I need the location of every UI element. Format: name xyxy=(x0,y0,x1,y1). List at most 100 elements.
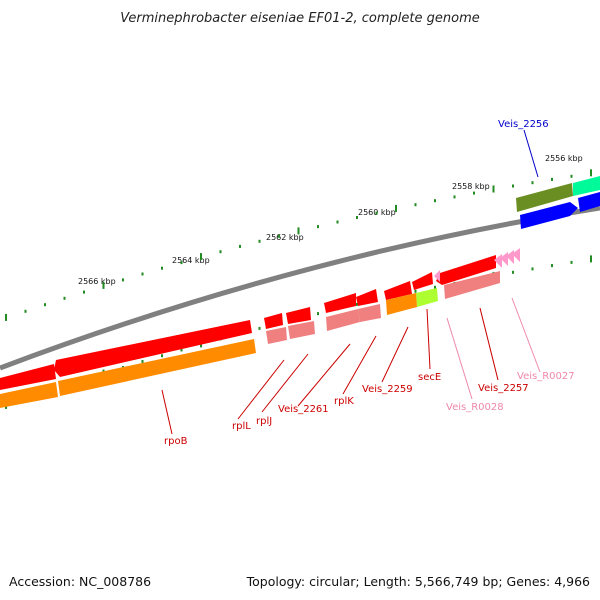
outer-tick-19 xyxy=(375,211,378,215)
map-title: Verminephrobacter eiseniae EF01-2, compl… xyxy=(120,11,479,26)
feature-blue-arrow[interactable] xyxy=(520,202,578,229)
rna-arrow-5[interactable] xyxy=(434,270,440,282)
outer-tick-29 xyxy=(570,174,573,178)
feature-rpll-cds[interactable] xyxy=(264,313,283,329)
feature-veis-2256-olive[interactable] xyxy=(516,183,573,212)
feature-sece-lower[interactable] xyxy=(416,288,438,307)
leader-rplj xyxy=(261,353,309,413)
genome-backbone xyxy=(0,205,600,371)
outer-tick-13 xyxy=(258,239,261,243)
outer-tick-25 xyxy=(492,185,495,193)
label-sece: secE xyxy=(418,372,441,383)
outer-tick-27 xyxy=(531,181,534,185)
feature-veis-2261-lower[interactable] xyxy=(326,309,360,331)
feature-veis-2257[interactable] xyxy=(436,255,496,285)
leader-veis-2256 xyxy=(523,129,539,178)
inner-tick-13 xyxy=(258,326,261,330)
feature-seceh[interactable] xyxy=(412,272,433,290)
outer-tick-11 xyxy=(219,250,222,254)
tick-label-2556: 2556 kbp xyxy=(545,154,583,163)
label-rplk: rplK xyxy=(334,396,354,407)
leader-veis-2259 xyxy=(381,326,409,383)
rna-arrow-2[interactable] xyxy=(506,250,514,264)
feature-rplk-lower[interactable] xyxy=(358,304,381,322)
inner-tick-9 xyxy=(180,348,183,352)
feature-rplj-lower[interactable] xyxy=(288,321,315,339)
label-veis-2257: Veis_2257 xyxy=(478,383,529,394)
outer-tick-23 xyxy=(453,195,456,199)
label-rpll: rplL xyxy=(232,421,251,432)
leader-rpob xyxy=(161,389,173,435)
feature-rpoc-cds[interactable] xyxy=(0,364,56,390)
label-veis-2259: Veis_2259 xyxy=(362,384,413,395)
outer-tick-12 xyxy=(239,244,241,248)
inner-tick-29 xyxy=(570,260,573,264)
feature-rpll-lower[interactable] xyxy=(266,327,287,344)
label-veis-r0028: Veis_R0028 xyxy=(446,402,504,413)
label-rplj: rplJ xyxy=(256,416,272,427)
leader-veis-r0028 xyxy=(446,317,473,400)
feature-rpob-cds[interactable] xyxy=(54,320,252,377)
tick-label-2562: 2562 kbp xyxy=(266,233,304,242)
feature-rplj-cds[interactable] xyxy=(286,307,311,324)
inner-tick-7 xyxy=(141,360,144,363)
feature-teal[interactable] xyxy=(573,176,600,196)
inner-tick-22 xyxy=(434,285,436,289)
outer-tick-0 xyxy=(5,313,7,321)
outer-tick-21 xyxy=(414,203,417,207)
feature-veis-2257-lower[interactable] xyxy=(444,271,500,299)
outer-tick-2 xyxy=(44,303,46,307)
topology-summary: Topology: circular; Length: 5,566,749 bp… xyxy=(246,574,590,589)
outer-tick-24 xyxy=(473,191,475,195)
leader-rpll xyxy=(237,359,285,420)
feature-rpob-lower[interactable] xyxy=(58,339,256,396)
inner-tick-8 xyxy=(161,354,163,358)
outer-tick-9 xyxy=(180,261,183,265)
outer-tick-10 xyxy=(200,253,202,261)
outer-tick-6 xyxy=(122,278,124,282)
outer-tick-14 xyxy=(278,234,280,238)
leader-sece xyxy=(426,308,431,370)
tick-label-2564: 2564 kbp xyxy=(172,256,210,265)
label-veis-2261: Veis_2261 xyxy=(278,404,329,415)
leader-veis-2257 xyxy=(479,307,499,381)
rna-arrow-1[interactable] xyxy=(512,248,520,262)
inner-tick-27 xyxy=(531,267,534,271)
feature-rpoc-lower[interactable] xyxy=(0,382,58,408)
outer-tick-15 xyxy=(297,227,300,235)
outer-tick-track xyxy=(5,169,592,321)
leader-veis-r0027 xyxy=(511,297,541,373)
feature-veis-2259-lower[interactable] xyxy=(386,293,417,315)
tick-label-2566: 2566 kbp xyxy=(78,277,116,286)
leader-rplk xyxy=(342,335,377,395)
outer-tick-28 xyxy=(551,177,553,181)
outer-tick-18 xyxy=(356,216,358,219)
accession-text: Accession: NC_008786 xyxy=(9,574,151,589)
inner-tick-30 xyxy=(590,255,592,263)
outer-tick-7 xyxy=(141,272,144,276)
outer-tick-17 xyxy=(336,220,339,224)
inner-tick-26 xyxy=(512,270,514,274)
leader-veis-2261 xyxy=(297,343,351,407)
outer-tick-5 xyxy=(102,281,105,289)
rna-arrow-4[interactable] xyxy=(494,254,502,268)
tick-label-2558: 2558 kbp xyxy=(452,182,490,191)
feature-veis-2261-cds[interactable] xyxy=(324,293,356,313)
feature-blue-2[interactable] xyxy=(578,192,600,212)
outer-tick-30 xyxy=(590,169,592,177)
label-veis-r0027: Veis_R0027 xyxy=(517,371,575,382)
outer-tick-1 xyxy=(24,309,27,313)
outer-tick-8 xyxy=(161,266,163,270)
feature-rplk-cds[interactable] xyxy=(356,289,378,306)
outer-tick-3 xyxy=(63,296,66,300)
outer-tick-20 xyxy=(395,204,397,212)
feature-veis-2259[interactable] xyxy=(384,281,412,300)
inner-tick-16 xyxy=(317,312,319,316)
rna-arrow-3[interactable] xyxy=(500,252,508,266)
outer-tick-4 xyxy=(83,290,85,294)
inner-tick-28 xyxy=(551,264,553,268)
label-veis-2256: Veis_2256 xyxy=(498,119,549,130)
outer-tick-26 xyxy=(512,184,514,188)
inner-tick-21 xyxy=(414,289,417,293)
